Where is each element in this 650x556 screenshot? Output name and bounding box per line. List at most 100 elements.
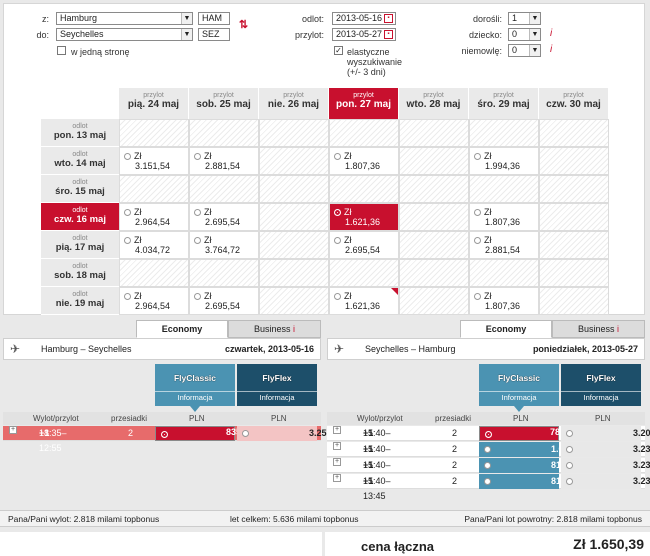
radio-button[interactable] — [334, 153, 341, 160]
fare-cell[interactable]: Zł 2.695,54 — [189, 287, 259, 315]
fare-cell[interactable]: Zł 3.151,54 — [119, 147, 189, 175]
radio-button[interactable] — [124, 209, 131, 216]
fare-cell[interactable]: Zł 2.881,54 — [189, 147, 259, 175]
flight-row[interactable]: +15:40–13:45 +1 2 817,04 3.239,22 — [327, 474, 650, 501]
fare-cell[interactable]: Zł 4.034,72 — [119, 231, 189, 259]
flyclassic-price[interactable]: 817,04 — [479, 474, 579, 489]
grid-row-header[interactable]: odlot sob. 18 maj — [41, 259, 119, 287]
tab-economy[interactable]: Economy — [136, 320, 228, 338]
flight-row[interactable]: +15:40–09:40 +1 2 1.003,04 3.239,22 — [327, 442, 650, 469]
grid-row-header[interactable]: odlot śro. 15 maj — [41, 175, 119, 203]
flyclassic-price[interactable]: 1.003,04 — [479, 442, 586, 457]
expand-icon[interactable]: + — [333, 474, 341, 482]
info-icon[interactable]: i — [550, 28, 553, 39]
flyclassic-header[interactable]: FlyClassic Informacja — [479, 364, 559, 406]
radio-button[interactable] — [566, 462, 573, 469]
fare-info-link[interactable]: Informacja — [479, 391, 559, 404]
children-select[interactable]: 0 ▼ — [508, 28, 541, 41]
calendar-icon[interactable]: ▪ — [384, 30, 393, 39]
fare-cell[interactable]: Zł 2.695,54 — [329, 231, 399, 259]
col-stops[interactable]: przesiadki — [435, 414, 472, 423]
radio-button[interactable] — [484, 462, 491, 469]
grid-row-header[interactable]: odlot pon. 13 maj — [41, 119, 119, 147]
expand-icon[interactable]: + — [333, 458, 341, 466]
radio-button[interactable] — [334, 293, 341, 300]
radio-button[interactable] — [474, 209, 481, 216]
fare-cell[interactable]: Zł 1.994,36 — [469, 147, 539, 175]
fare-cell[interactable]: Zł 1.621,36 — [329, 287, 399, 315]
flight-row[interactable]: +18:35–12:55 +1 2 835,89 3.257,07 — [3, 426, 344, 453]
fare-cell[interactable]: Zł 1.621,36 — [329, 203, 399, 231]
radio-button[interactable] — [474, 293, 481, 300]
tab-economy[interactable]: Economy — [460, 320, 552, 338]
fare-info-link[interactable]: Informacja — [155, 391, 235, 404]
radio-button[interactable] — [334, 209, 341, 216]
flex-checkbox[interactable]: ✓ — [334, 46, 343, 55]
flight-row[interactable]: +15:40–11:35 +1 2 817,04 3.239,22 — [327, 458, 650, 485]
col-stops[interactable]: przesiadki — [111, 414, 148, 423]
col-time[interactable]: Wylot/przylot — [357, 414, 403, 423]
radio-button[interactable] — [124, 153, 131, 160]
expand-icon[interactable]: + — [333, 426, 341, 434]
expand-icon[interactable]: + — [333, 442, 341, 450]
from-code-field[interactable]: HAM — [198, 12, 230, 25]
radio-button[interactable] — [242, 430, 249, 437]
fare-cell[interactable]: Zł 1.807,36 — [469, 287, 539, 315]
tab-business[interactable]: Business i — [228, 320, 321, 338]
radio-button[interactable] — [474, 153, 481, 160]
flyclassic-price[interactable]: 785,47 — [479, 426, 578, 441]
radio-button[interactable] — [124, 237, 131, 244]
grid-col-header[interactable]: przylot czw. 30 maj — [539, 88, 609, 119]
flyflex-price[interactable]: 3.207,65 — [561, 426, 650, 441]
fare-info-link[interactable]: Informacja — [237, 391, 317, 404]
swap-icon[interactable]: ⇅ — [238, 19, 249, 31]
flyflex-price[interactable]: 3.239,22 — [561, 458, 650, 473]
depart-date-field[interactable]: 2013-05-16 ▪ — [332, 12, 396, 25]
flyflex-header[interactable]: FlyFlex Informacja — [561, 364, 641, 406]
fare-cell[interactable]: Zł 2.695,54 — [189, 203, 259, 231]
tab-business[interactable]: Business i — [552, 320, 645, 338]
radio-button[interactable] — [194, 153, 201, 160]
flight-row[interactable]: +15:40–09:30 +1 2 785,47 3.207,65 — [327, 426, 650, 453]
grid-row-header[interactable]: odlot pią. 17 maj — [41, 231, 119, 259]
radio-button[interactable] — [161, 431, 168, 438]
grid-row-header[interactable]: odlot wto. 14 maj — [41, 147, 119, 175]
col-time[interactable]: Wylot/przylot — [33, 414, 79, 423]
radio-button[interactable] — [124, 293, 131, 300]
fare-info-link[interactable]: Informacja — [561, 391, 641, 404]
grid-row-header[interactable]: odlot czw. 16 maj — [41, 203, 119, 231]
radio-button[interactable] — [566, 446, 573, 453]
radio-button[interactable] — [484, 446, 491, 453]
grid-row-header[interactable]: odlot nie. 19 maj — [41, 287, 119, 315]
oneway-checkbox[interactable] — [57, 46, 66, 55]
radio-button[interactable] — [566, 430, 573, 437]
return-date-field[interactable]: 2013-05-27 ▪ — [332, 28, 396, 41]
radio-button[interactable] — [194, 209, 201, 216]
flyflex-price[interactable]: 3.257,07 — [237, 426, 344, 441]
grid-col-header[interactable]: przylot nie. 26 maj — [259, 88, 329, 119]
grid-col-header[interactable]: przylot pon. 27 maj — [329, 88, 399, 119]
fare-cell[interactable]: Zł 1.807,36 — [469, 203, 539, 231]
grid-col-header[interactable]: przylot sob. 25 maj — [189, 88, 259, 119]
fare-cell[interactable]: Zł 3.764,72 — [189, 231, 259, 259]
fare-cell[interactable]: Zł 2.964,54 — [119, 287, 189, 315]
info-icon[interactable]: i — [617, 324, 620, 334]
radio-button[interactable] — [194, 293, 201, 300]
flyflex-price[interactable]: 3.239,22 — [561, 442, 650, 457]
flyflex-header[interactable]: FlyFlex Informacja — [237, 364, 317, 406]
radio-button[interactable] — [485, 431, 492, 438]
flyclassic-price[interactable]: 817,04 — [479, 458, 579, 473]
flyflex-price[interactable]: 3.239,22 — [561, 474, 650, 489]
infants-select[interactable]: 0 ▼ — [508, 44, 541, 57]
grid-col-header[interactable]: przylot pią. 24 maj — [119, 88, 189, 119]
grid-col-header[interactable]: przylot śro. 29 maj — [469, 88, 539, 119]
to-code-field[interactable]: SEZ — [198, 28, 230, 41]
fare-cell[interactable]: Zł 2.881,54 — [469, 231, 539, 259]
fare-cell[interactable]: Zł 2.964,54 — [119, 203, 189, 231]
radio-button[interactable] — [484, 478, 491, 485]
info-icon[interactable]: i — [550, 44, 553, 55]
radio-button[interactable] — [334, 237, 341, 244]
flyclassic-header[interactable]: FlyClassic Informacja — [155, 364, 235, 406]
fare-cell[interactable]: Zł 1.807,36 — [329, 147, 399, 175]
flyclassic-price[interactable]: 835,89 — [155, 426, 254, 441]
